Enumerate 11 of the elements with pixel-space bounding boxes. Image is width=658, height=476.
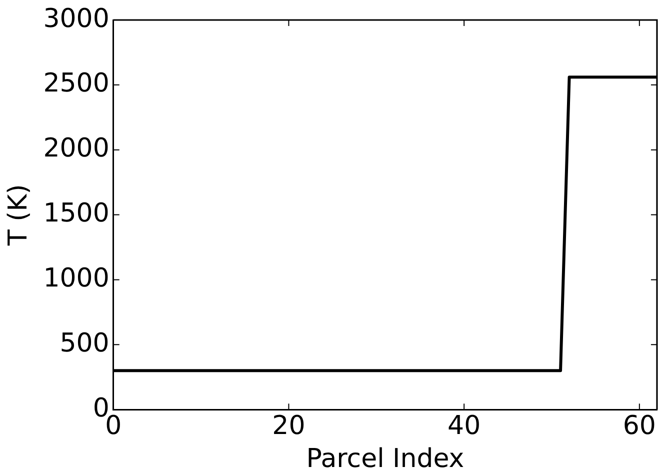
y-tick-label: 2500 [43, 68, 110, 99]
x-tick-label: 20 [272, 410, 306, 441]
x-tick-label: 40 [448, 410, 481, 441]
y-axis-title: T (K) [3, 184, 34, 247]
x-tick-label: 60 [622, 410, 656, 441]
y-tick-label: 500 [60, 328, 110, 358]
y-tick-label: 1500 [43, 198, 110, 229]
x-axis-title: Parcel Index [306, 444, 464, 474]
y-tick-label: 1000 [43, 263, 110, 294]
y-tick-label: 3000 [43, 4, 110, 34]
y-tick-label: 2000 [43, 134, 110, 164]
